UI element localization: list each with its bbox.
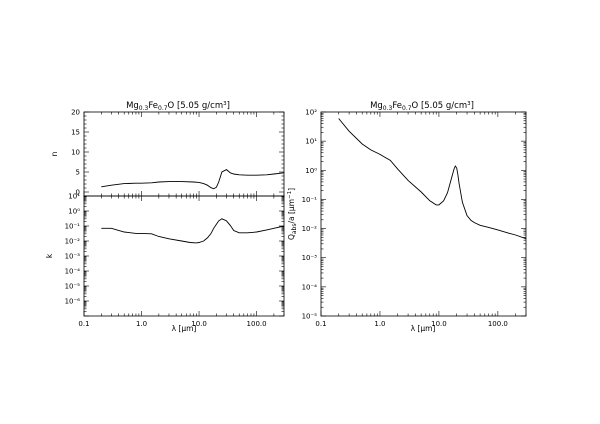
y-tick-label: 5: [76, 169, 80, 177]
x-tick-label: 10.0: [431, 320, 447, 328]
y-tick-label: 10⁻²: [65, 238, 81, 246]
k-axis-label: k: [45, 253, 54, 258]
q-x-axis-label: λ [μm]: [411, 324, 436, 333]
y-tick-label: 10⁻¹: [65, 223, 81, 231]
y-tick-label: 10⁰: [305, 167, 317, 175]
n-plot-frame: [83, 111, 285, 197]
q-plot-frame: [320, 111, 527, 317]
y-tick-label: 20: [71, 109, 80, 117]
x-tick-label: 10.0: [191, 320, 207, 328]
y-tick-label: 10⁻⁵: [65, 283, 81, 291]
q-axis-label: Qabs/a [μm−1]: [287, 188, 298, 240]
y-tick-label: 0: [76, 189, 80, 197]
left-chart-title: Mg0.3Fe0.7O [5.05 g/cm3]: [126, 101, 230, 112]
y-tick-label: 15: [71, 129, 80, 137]
y-tick-label: 10⁻⁶: [65, 298, 81, 306]
n-series-line: [101, 169, 285, 190]
n-y-ticks: 0 5 10 15 20: [71, 109, 284, 197]
y-tick-label: 10⁻⁴: [302, 283, 318, 291]
q-series-line: [338, 118, 527, 240]
n-axis-label: n: [50, 151, 59, 156]
x-tick-label: 100.0: [247, 320, 267, 328]
right-chart-title: Mg0.3Fe0.7O [5.05 g/cm3]: [370, 101, 474, 112]
x-tick-label: 100.0: [488, 320, 508, 328]
k-x-axis-label: λ [μm]: [172, 324, 197, 333]
x-tick-label: 1.0: [136, 320, 147, 328]
x-tick-label: 0.1: [78, 320, 89, 328]
k-series-line: [101, 218, 285, 244]
y-tick-label: 10⁻³: [65, 253, 81, 261]
x-tick-label: 0.1: [315, 320, 326, 328]
y-tick-label: 10⁻¹: [302, 196, 318, 204]
y-tick-label: 10⁻⁴: [65, 268, 81, 276]
y-tick-label: 10¹: [305, 138, 317, 146]
y-tick-label: 10⁰: [68, 208, 80, 216]
k-x-ticks: 0.1 1.0 10.0 100.0: [78, 196, 285, 328]
y-tick-label: 10²: [305, 109, 317, 117]
y-tick-label: 10⁻²: [302, 225, 318, 233]
y-tick-label: 10⁻³: [302, 254, 318, 262]
k-y-ticks: 10¹ 10⁰ 10⁻¹ 10⁻² 10⁻³ 10⁻⁴ 10⁻⁵ 10⁻⁶: [65, 193, 284, 317]
x-tick-label: 1.0: [374, 320, 385, 328]
q-y-ticks: 10² 10¹ 10⁰ 10⁻¹ 10⁻² 10⁻³ 10⁻⁴ 10⁻⁵: [302, 109, 526, 321]
y-tick-label: 10⁻⁵: [302, 313, 318, 321]
k-plot-frame: [83, 195, 285, 317]
y-tick-label: 10¹: [68, 193, 80, 201]
n-x-ticks: [83, 112, 285, 196]
q-x-ticks: 0.1 1.0 10.0 100.0: [315, 112, 527, 328]
y-tick-label: 10: [71, 149, 80, 157]
